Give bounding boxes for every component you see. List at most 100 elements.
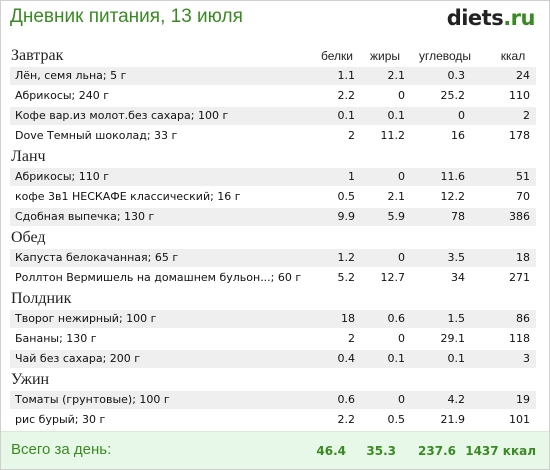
column-header-kcal: ккал [500,49,526,63]
food-carbs: 0.3 [447,69,466,82]
total-kcal: 1437 ккал [465,444,536,458]
food-fat: 11.2 [380,129,406,142]
meal-title: Обед [11,229,46,246]
food-kcal: 18 [516,251,530,264]
food-fat: 5.9 [387,210,406,223]
total-protein: 46.4 [316,444,346,458]
food-fat: 12.7 [380,271,406,284]
food-row[interactable]: Творог нежирный; 100 г 18 0.6 1.5 86 [10,309,536,329]
food-kcal: 110 [509,89,530,102]
column-header-carbs: углеводы [418,49,472,63]
page-title: Дневник питания, 13 июля [10,6,243,27]
food-name: Чай без сахара; 200 г [15,352,141,365]
food-fat: 2.1 [387,69,406,82]
food-name: Творог нежирный; 100 г [15,312,157,325]
food-protein: 2 [348,129,355,142]
food-name: Бананы; 130 г [15,332,97,345]
food-kcal: 118 [509,332,530,345]
meal-section: Полдник Творог нежирный; 100 г 18 0.6 1.5 86 Б… [1,288,549,369]
food-fat: 2.1 [387,190,406,203]
food-protein: 2 [348,332,355,345]
site-logo[interactable]: diets.ru [446,6,536,30]
food-kcal: 19 [516,393,530,406]
total-fat: 35.3 [366,444,396,458]
food-row[interactable]: рис бурый; 30 г 2.2 0.5 21.9 101 [10,410,536,430]
food-row[interactable]: Абрикосы; 240 г 2.2 0 25.2 110 [10,86,536,106]
food-name: Абрикосы; 240 г [15,89,110,102]
food-row[interactable]: Капуста белокачанная; 65 г 1.2 0 3.5 18 [10,248,536,268]
food-protein: 1 [348,170,355,183]
food-protein: 2.2 [337,89,356,102]
food-name: Абрикосы; 110 г [15,170,110,183]
daily-totals: Всего за день: 46.4 35.3 237.6 1437 ккал [1,431,549,469]
food-row[interactable]: Бананы; 130 г 2 0 29.1 118 [10,329,536,349]
food-protein: 9.9 [337,210,356,223]
food-kcal: 178 [509,129,530,142]
food-row[interactable]: кофе 3в1 НЕСКАФЕ классический; 16 г 0.5 2.… [10,187,536,207]
food-row[interactable]: Dove Темный шоколад; 33 г 2 11.2 16 178 [10,126,536,146]
meal-section: Завтрак Лён, семя льна; 5 г 1.1 2.1 0.3 24 Абр… [1,45,549,146]
food-carbs: 4.2 [447,393,466,406]
food-fat: 0.5 [387,413,406,426]
food-protein: 0.1 [337,109,356,122]
food-name: Dove Темный шоколад; 33 г [15,129,178,142]
food-fat: 0 [398,89,405,102]
logo-name: diets [446,6,504,30]
food-protein: 0.6 [337,393,356,406]
meal-title: Ланч [11,148,46,165]
food-kcal: 271 [509,271,530,284]
food-protein: 1.1 [337,69,356,82]
food-carbs: 12.2 [440,190,466,203]
food-fat: 0.6 [387,312,406,325]
food-carbs: 25.2 [440,89,466,102]
meal-title: Завтрак [11,47,64,64]
food-kcal: 2 [523,109,530,122]
food-carbs: 0.1 [447,352,466,365]
food-carbs: 34 [451,271,465,284]
food-protein: 0.4 [337,352,356,365]
food-protein: 1.2 [337,251,356,264]
food-kcal: 386 [509,210,530,223]
food-row[interactable]: Томаты (грунтовые); 100 г 0.6 0 4.2 19 [10,390,536,410]
food-fat: 0 [398,393,405,406]
meal-section: Ланч Абрикосы; 110 г 1 0 11.6 51 кофе 3в1 НЕСК… [1,146,549,227]
food-kcal: 3 [523,352,530,365]
food-fat: 0 [398,170,405,183]
food-row[interactable]: Чай без сахара; 200 г 0.4 0.1 0.1 3 [10,349,536,369]
total-carbs: 237.6 [418,444,456,458]
logo-tld: .ru [503,6,535,30]
meal-title: Полдник [11,290,72,307]
food-row[interactable]: Кофе вар.из молот.без сахара; 100 г 0.1 0.… [10,106,536,126]
food-fat: 0 [398,251,405,264]
meal-section: Обед Капуста белокачанная; 65 г 1.2 0 3.5 18 Р… [1,227,549,288]
food-row[interactable]: Роллтон Вермишель на домашнем бульон...;… [10,268,536,288]
food-carbs: 78 [451,210,465,223]
food-row[interactable]: Сдобная выпечка; 130 г 9.9 5.9 78 386 [10,207,536,227]
food-carbs: 0 [458,109,465,122]
food-name: Томаты (грунтовые); 100 г [15,393,170,406]
food-name: Сдобная выпечка; 130 г [15,210,155,223]
food-fat: 0.1 [387,109,406,122]
food-fat: 0 [398,332,405,345]
food-kcal: 101 [509,413,530,426]
column-header-protein: белки [321,49,353,63]
food-carbs: 11.6 [440,170,466,183]
food-name: Кофе вар.из молот.без сахара; 100 г [15,109,229,122]
food-protein: 18 [341,312,355,325]
food-name: Роллтон Вермишель на домашнем бульон...;… [15,271,302,284]
food-protein: 5.2 [337,271,356,284]
food-kcal: 70 [516,190,530,203]
food-carbs: 3.5 [447,251,466,264]
food-protein: 0.5 [337,190,356,203]
food-kcal: 24 [516,69,530,82]
meal-section: Ужин Томаты (грунтовые); 100 г 0.6 0 4.2 19 ри… [1,369,549,430]
food-carbs: 1.5 [447,312,466,325]
food-row[interactable]: Абрикосы; 110 г 1 0 11.6 51 [10,167,536,187]
food-name: рис бурый; 30 г [15,413,106,426]
food-carbs: 16 [451,129,465,142]
column-header-fat: жиры [369,49,401,63]
food-protein: 2.2 [337,413,356,426]
food-row[interactable]: Лён, семя льна; 5 г 1.1 2.1 0.3 24 [10,66,536,86]
food-name: кофе 3в1 НЕСКАФЕ классический; 16 г [15,190,241,203]
